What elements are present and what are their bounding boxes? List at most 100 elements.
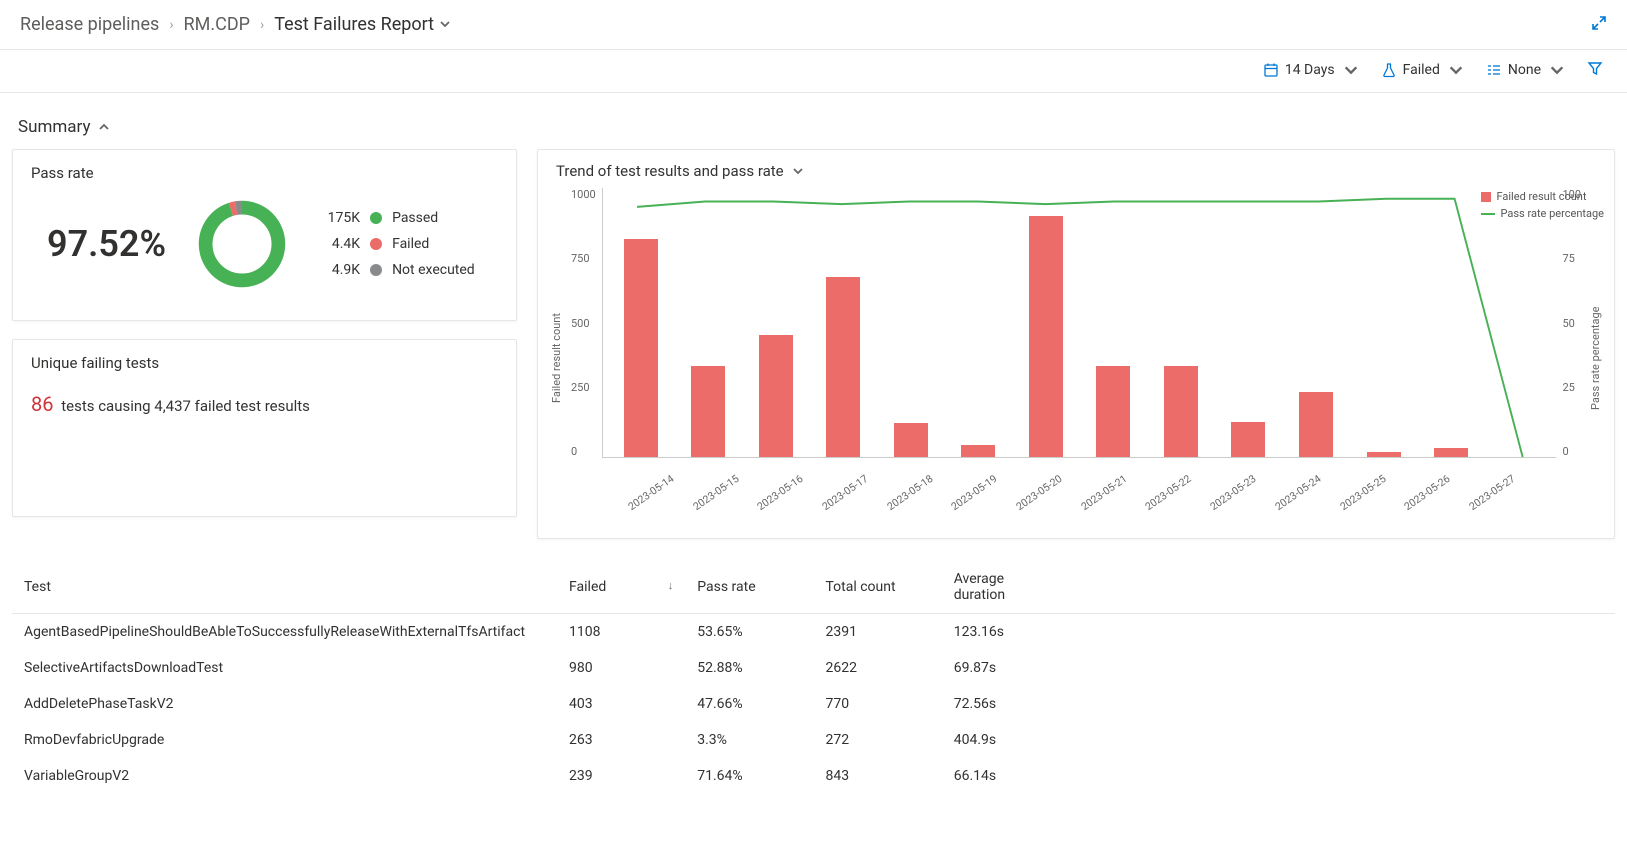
trend-title-toggle[interactable]: Trend of test results and pass rate	[538, 150, 1614, 180]
legend-label: Pass rate percentage	[1501, 207, 1605, 220]
y-axis-right-label: Pass rate percentage	[1587, 188, 1604, 528]
filter-label: Failed	[1403, 62, 1440, 78]
x-axis: 2023-05-142023-05-152023-05-162023-05-17…	[604, 466, 1510, 479]
table-cell: 69.87s	[942, 650, 1070, 686]
x-tick: 2023-05-26	[1402, 472, 1453, 513]
legend-row: 4.9K Not executed	[318, 262, 475, 278]
breadcrumb-current[interactable]: Test Failures Report	[274, 14, 450, 35]
x-tick: 2023-05-20	[1014, 472, 1065, 513]
table-cell: 71.64%	[685, 758, 813, 794]
group-filter[interactable]: None	[1486, 62, 1565, 78]
x-tick: 2023-05-24	[1272, 472, 1323, 513]
legend-count: 4.9K	[318, 262, 360, 278]
y-axis-left-label: Failed result count	[548, 188, 565, 528]
table-cell: RmoDevfabricUpgrade	[12, 722, 557, 758]
filter-icon[interactable]	[1587, 60, 1603, 80]
table-cell: 403	[557, 686, 685, 722]
table-cell: 3.3%	[685, 722, 813, 758]
x-tick: 2023-05-23	[1208, 472, 1259, 513]
table-row[interactable]: AgentBasedPipelineShouldBeAbleToSuccessf…	[12, 614, 1615, 651]
legend-swatch-bar	[1481, 192, 1491, 202]
chevron-right-icon: ›	[169, 17, 173, 33]
column-header[interactable]: Test	[12, 561, 557, 614]
unique-failing-text: tests causing 4,437 failed test results	[61, 397, 310, 415]
pass-rate-card: Pass rate 97.52% 175KPassed 4.4K Failed 4.9…	[12, 149, 517, 321]
fullscreen-icon[interactable]	[1591, 15, 1607, 35]
page-title: Test Failures Report	[274, 14, 434, 35]
table-cell: 2622	[813, 650, 941, 686]
unique-failing-card: Unique failing tests 86 tests causing 4,…	[12, 339, 517, 517]
table-cell: 47.66%	[685, 686, 813, 722]
header: Release pipelines › RM.CDP › Test Failur…	[0, 0, 1627, 50]
filter-label: None	[1508, 62, 1541, 78]
legend-dot	[370, 212, 382, 224]
beaker-icon	[1381, 62, 1397, 78]
legend-row: 175KPassed	[318, 210, 475, 226]
table-row[interactable]: SelectiveArtifactsDownloadTest98052.88%2…	[12, 650, 1615, 686]
summary-section-toggle[interactable]: Summary	[12, 103, 1615, 149]
x-tick: 2023-05-25	[1337, 472, 1388, 513]
filter-bar: 14 Days Failed None	[0, 50, 1627, 93]
chart-legend: Failed result count Pass rate percentage	[1481, 190, 1605, 220]
pass-rate-donut	[194, 196, 290, 292]
table-row[interactable]: RmoDevfabricUpgrade2633.3%272404.9s	[12, 722, 1615, 758]
x-tick: 2023-05-21	[1078, 472, 1129, 513]
chevron-right-icon: ›	[260, 17, 264, 33]
table-cell: 239	[557, 758, 685, 794]
card-title: Trend of test results and pass rate	[556, 162, 784, 180]
pass-rate-value: 97.52%	[47, 223, 166, 265]
trend-line	[637, 199, 1523, 457]
pass-rate-legend: 175KPassed 4.4K Failed 4.9K Not executed	[318, 210, 475, 278]
legend-row: 4.4K Failed	[318, 236, 475, 252]
table-cell: 404.9s	[942, 722, 1070, 758]
breadcrumb: Release pipelines › RM.CDP › Test Failur…	[20, 14, 451, 35]
column-header[interactable]: Failed↓	[557, 561, 685, 614]
outcome-filter[interactable]: Failed	[1381, 62, 1464, 78]
table-row[interactable]: AddDeletePhaseTaskV240347.66%77072.56s	[12, 686, 1615, 722]
date-range-filter[interactable]: 14 Days	[1263, 62, 1359, 78]
column-header[interactable]: Pass rate	[685, 561, 813, 614]
table-cell: 272	[813, 722, 941, 758]
column-header[interactable]: Total count	[813, 561, 941, 614]
table-cell: 66.14s	[942, 758, 1070, 794]
legend-label: Not executed	[392, 262, 475, 278]
chevron-down-icon	[1549, 62, 1565, 78]
failing-tests-table: TestFailed↓Pass rateTotal countAverage d…	[12, 561, 1615, 794]
sort-desc-icon: ↓	[668, 579, 674, 592]
table-cell: AgentBasedPipelineShouldBeAbleToSuccessf…	[12, 614, 557, 651]
legend-label: Failed	[392, 236, 429, 252]
group-icon	[1486, 62, 1502, 78]
x-tick: 2023-05-22	[1143, 472, 1194, 513]
table-cell: 123.16s	[942, 614, 1070, 651]
x-tick: 2023-05-18	[884, 472, 935, 513]
legend-label: Failed result count	[1497, 190, 1587, 203]
x-tick: 2023-05-15	[690, 472, 741, 513]
table-cell: 980	[557, 650, 685, 686]
table-cell: 843	[813, 758, 941, 794]
x-tick: 2023-05-16	[755, 472, 806, 513]
table-cell: 263	[557, 722, 685, 758]
chevron-down-icon	[439, 18, 451, 30]
x-tick: 2023-05-27	[1467, 472, 1518, 513]
unique-failing-count: 86	[31, 392, 53, 416]
card-title: Unique failing tests	[13, 340, 516, 378]
section-title: Summary	[18, 117, 90, 137]
table-cell: AddDeletePhaseTaskV2	[12, 686, 557, 722]
trend-chart: Failed result count 10007505002500 10075…	[548, 188, 1604, 528]
chevron-down-icon	[1343, 62, 1359, 78]
chevron-down-icon	[1448, 62, 1464, 78]
table-cell: 52.88%	[685, 650, 813, 686]
x-tick: 2023-05-19	[949, 472, 1000, 513]
legend-swatch-line	[1481, 213, 1495, 215]
card-title: Pass rate	[13, 150, 516, 188]
table-cell: 770	[813, 686, 941, 722]
filter-label: 14 Days	[1285, 62, 1335, 78]
column-header[interactable]: Average duration	[942, 561, 1070, 614]
table-cell: 72.56s	[942, 686, 1070, 722]
table-row[interactable]: VariableGroupV223971.64%84366.14s	[12, 758, 1615, 794]
chevron-down-icon	[792, 165, 804, 177]
legend-count: 4.4K	[318, 236, 360, 252]
breadcrumb-item[interactable]: Release pipelines	[20, 14, 159, 35]
x-tick: 2023-05-17	[820, 472, 871, 513]
breadcrumb-item[interactable]: RM.CDP	[184, 14, 250, 35]
